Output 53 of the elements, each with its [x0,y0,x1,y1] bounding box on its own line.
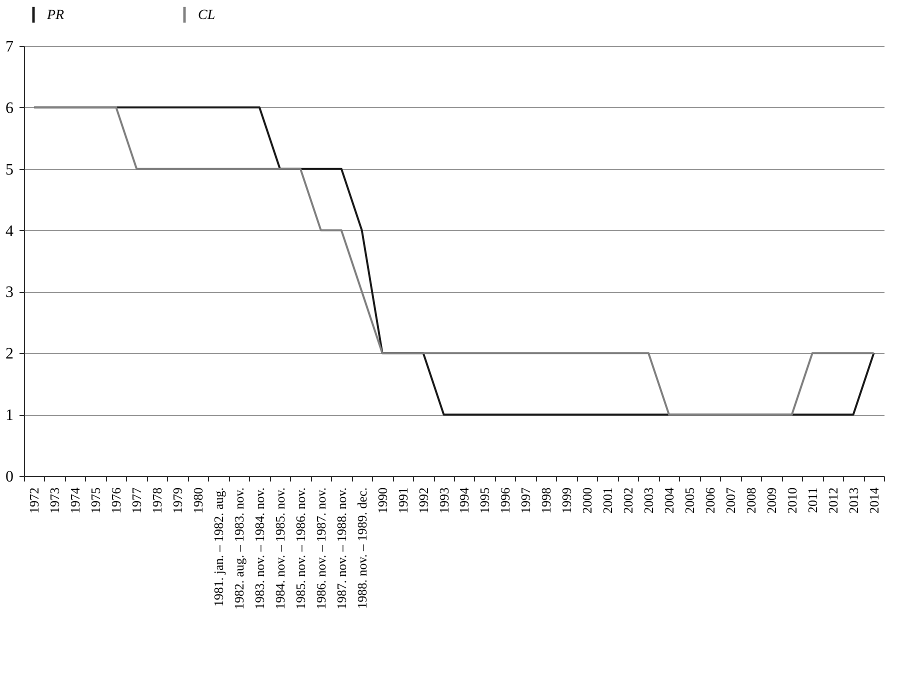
y-tick-label: 0 [6,468,14,486]
x-tick-label: 1995 [477,488,492,514]
x-tick-label: 1991 [395,488,410,514]
x-tick-label: 1992 [416,488,431,514]
x-tick-label: 1986. nov. – 1987. nov. [313,488,328,610]
x-tick-label: 2009 [764,488,779,514]
legend-label: PR [46,8,65,23]
x-tick-label: 1984. nov. – 1985. nov. [272,488,288,610]
x-tick-label: 1981. jan. – 1982. aug. [211,488,226,607]
x-tick-label: 2007 [722,487,738,514]
x-tick-label: 1973 [47,488,62,514]
y-tick-label: 6 [6,100,14,117]
legend-label: CL [198,8,216,23]
x-tick-label: 1978 [150,488,165,514]
x-tick-label: 2010 [784,488,800,514]
y-tick-label: 2 [6,346,14,363]
x-tick-label: 2006 [702,487,718,514]
y-tick-label: 1 [6,407,14,424]
x-tick-label: 1976 [108,487,124,514]
x-tick-label: 2011 [804,488,820,514]
y-tick-label: 5 [6,161,14,178]
x-tick-label: 1985. nov. – 1986. nov. [292,488,308,610]
x-tick-label: 2000 [580,488,595,514]
x-tick-label: 1996 [498,487,513,514]
x-tick-label: 1999 [559,488,574,514]
x-tick-label: 1975 [88,488,104,514]
x-tick-label: 2002 [620,488,636,514]
x-tick-label: 2001 [600,488,616,514]
x-tick-label: 1982. aug. – 1983. nov. [232,488,246,610]
x-tick-label: 1974 [68,487,83,514]
x-tick-label: 1994 [456,487,472,514]
x-tick-label: 1990 [374,488,390,514]
x-tick-label: 1979 [170,488,186,514]
x-tick-label: 2005 [682,488,697,514]
x-tick-label: 1993 [436,488,452,514]
x-tick-label: 1977 [129,487,144,514]
x-tick-label: 1972 [26,488,42,514]
x-tick-label: 1980 [190,488,206,514]
x-tick-label: 1998 [538,488,554,514]
line-series [33,106,875,416]
x-tick-label: 2008 [743,488,758,514]
x-tick-label: 2003 [641,488,656,514]
y-tick-label: 3 [6,284,14,302]
x-tick-label: 2013 [846,488,861,514]
x-tick-label: 1988. nov. – 1989. dec. [354,488,370,609]
x-tick-label: 2014 [866,487,882,514]
x-tick-label: 1987. nov. – 1988. nov. [334,488,349,610]
x-tick-label: 2012 [825,488,840,514]
x-tick-label: 1983. nov. – 1984. nov. [252,488,267,610]
x-tick-label: 1997 [518,487,534,514]
y-tick-label: 4 [6,222,14,240]
y-tick-label: 7 [6,38,14,56]
x-tick-label: 2004 [662,487,676,514]
